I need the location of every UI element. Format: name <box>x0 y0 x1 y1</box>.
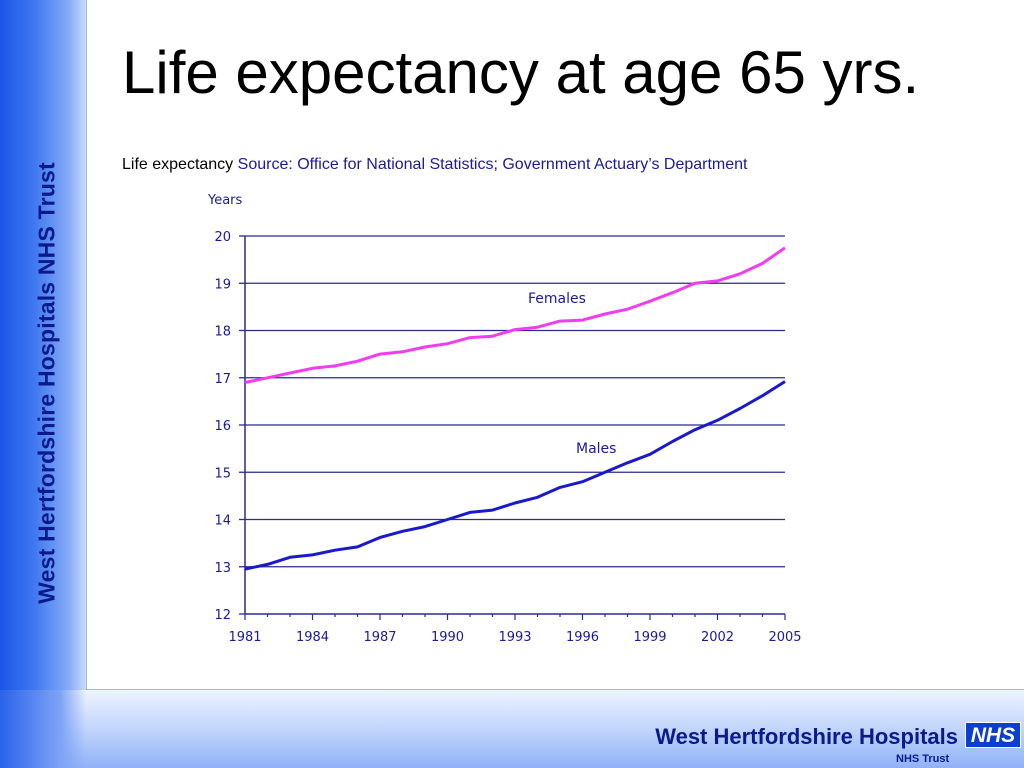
y-tick-label: 16 <box>214 419 231 434</box>
x-tick-label: 1987 <box>363 630 396 645</box>
x-tick-label: 1996 <box>566 630 599 645</box>
y-tick-label: 18 <box>214 325 231 340</box>
grid-lines <box>245 235 785 568</box>
series-line-males <box>244 380 786 571</box>
series-lines <box>244 246 786 571</box>
x-tick-label: 1984 <box>296 630 329 645</box>
y-axis-label: Years <box>207 193 243 208</box>
y-tick-label: 14 <box>214 514 231 529</box>
x-tick-label: 2002 <box>701 630 734 645</box>
side-org-name: West Hertfordshire Hospitals NHS Trust <box>33 162 60 604</box>
y-tick-label: 20 <box>214 230 231 245</box>
nhs-logo: NHS <box>965 722 1021 748</box>
axes <box>239 235 786 620</box>
y-tick-label: 15 <box>214 466 231 481</box>
x-tick-label: 1990 <box>431 630 464 645</box>
y-tick-label: 17 <box>214 372 231 387</box>
subtitle-prefix: Life expectancy <box>122 156 234 173</box>
bottom-band <box>0 690 1024 768</box>
page-title: Life expectancy at age 65 yrs. <box>122 39 920 106</box>
x-tick-label: 1981 <box>228 630 261 645</box>
series-label-females: Females <box>528 291 586 307</box>
subtitle-source: Source: Office for National Statistics; … <box>237 156 748 173</box>
content-frame <box>86 0 1024 690</box>
series-line-females <box>244 246 786 384</box>
side-band <box>0 0 86 768</box>
x-tick-label: 2005 <box>768 630 801 645</box>
y-tick-label: 12 <box>214 608 231 623</box>
x-tick-label: 1999 <box>633 630 666 645</box>
x-tick-labels: 1981 1984 1987 1990 1993 1996 1999 2002 2005 <box>228 630 801 645</box>
x-tick-label: 1993 <box>498 630 531 645</box>
y-tick-label: 19 <box>214 277 231 292</box>
footer-org-name: West Hertfordshire Hospitals <box>655 724 958 749</box>
y-tick-label: 13 <box>214 561 231 576</box>
series-label-males: Males <box>576 441 616 457</box>
chart-subtitle: Life expectancy Source: Office for Natio… <box>122 156 748 174</box>
nhs-trust-label: NHS Trust <box>896 753 950 765</box>
y-tick-labels: 12 13 14 15 16 17 18 19 20 <box>214 230 231 623</box>
corner-fade <box>0 690 86 768</box>
